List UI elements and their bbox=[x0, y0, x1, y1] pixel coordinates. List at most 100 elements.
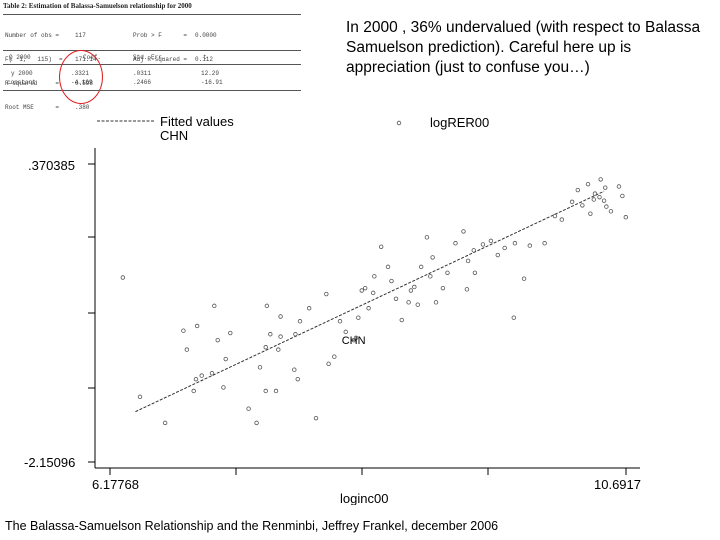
data-point bbox=[495, 252, 500, 258]
stats-right-values: 0.0000 0.112 bbox=[195, 16, 217, 80]
data-point bbox=[295, 376, 300, 382]
data-point bbox=[276, 347, 281, 352]
data-point bbox=[351, 337, 356, 343]
data-point bbox=[575, 187, 580, 193]
data-point bbox=[193, 376, 199, 382]
data-point bbox=[512, 241, 518, 246]
data-point bbox=[472, 270, 478, 275]
data-point bbox=[415, 302, 420, 307]
data-point bbox=[480, 242, 486, 247]
data-point bbox=[591, 197, 596, 202]
stat-value: 0.0000 bbox=[195, 32, 217, 39]
data-point bbox=[246, 406, 251, 411]
scatter-chart: Fitted values CHN logRER00 .370385 -2.15… bbox=[24, 114, 641, 505]
data-point bbox=[257, 365, 263, 370]
data-point bbox=[306, 306, 312, 311]
y-tick-label-top: .370385 bbox=[28, 158, 75, 173]
table-header-col3: t bbox=[203, 54, 207, 61]
table-row-constant-se: .2466 bbox=[133, 79, 152, 86]
annotation-text: In 2000 , 36% undervalued (with respect … bbox=[346, 19, 701, 76]
data-point bbox=[221, 385, 226, 390]
data-point bbox=[598, 177, 603, 182]
data-point bbox=[370, 290, 376, 296]
data-point bbox=[580, 203, 585, 208]
data-point bbox=[278, 314, 283, 319]
stat-value: 117 bbox=[75, 32, 86, 39]
data-point bbox=[608, 209, 614, 214]
data-point bbox=[378, 244, 384, 249]
x-axis-title: loginc00 bbox=[340, 491, 388, 505]
data-point bbox=[356, 315, 361, 320]
chart-legend: Fitted values CHN logRER00 bbox=[97, 114, 489, 143]
stat-label: Root MSE = bbox=[5, 104, 60, 111]
data-point bbox=[588, 211, 593, 216]
data-point bbox=[428, 274, 433, 279]
data-point bbox=[264, 303, 270, 309]
data-point bbox=[324, 291, 329, 297]
data-point bbox=[362, 285, 368, 291]
data-point bbox=[445, 270, 450, 275]
data-point bbox=[542, 241, 547, 246]
data-point bbox=[215, 337, 220, 343]
legend-fitted-label: Fitted values bbox=[160, 114, 234, 129]
data-point bbox=[585, 181, 591, 187]
data-point bbox=[418, 264, 424, 270]
data-point bbox=[278, 334, 283, 339]
data-point bbox=[326, 361, 331, 366]
data-point bbox=[228, 330, 233, 336]
data-point bbox=[569, 199, 575, 205]
stats-right-labels: Prob > F = Adj R-squared = bbox=[133, 16, 187, 80]
data-point bbox=[461, 229, 466, 234]
legend-marker-swatch bbox=[396, 120, 402, 126]
table-row-constant-name: constant bbox=[7, 79, 36, 86]
coefficient-highlight-ellipse bbox=[59, 50, 103, 104]
data-point bbox=[620, 193, 625, 199]
data-point bbox=[465, 258, 471, 264]
table-rule-bottom bbox=[3, 90, 301, 91]
data-point bbox=[406, 300, 411, 305]
y-tick-label-bottom: -2.15096 bbox=[24, 455, 75, 470]
data-point bbox=[502, 245, 507, 251]
data-point bbox=[353, 335, 359, 340]
table-row-constant-t: -16.91 bbox=[201, 79, 223, 86]
legend-series-label: logRER00 bbox=[430, 115, 489, 130]
data-point bbox=[527, 243, 532, 248]
data-point bbox=[623, 215, 629, 220]
stat-label: Number of obs = bbox=[5, 32, 60, 39]
data-point bbox=[268, 332, 273, 337]
data-point bbox=[453, 241, 458, 246]
data-point bbox=[464, 287, 470, 292]
stat-label: Adj R-squared = bbox=[133, 56, 188, 63]
data-point bbox=[433, 300, 439, 305]
data-point bbox=[424, 235, 430, 240]
data-point bbox=[181, 328, 186, 333]
data-point bbox=[191, 388, 196, 394]
data-point bbox=[263, 388, 268, 394]
table-row-y2000-se: .0311 bbox=[133, 70, 152, 77]
data-point bbox=[366, 306, 371, 311]
data-point bbox=[440, 285, 446, 291]
data-point bbox=[597, 194, 602, 200]
table-rule-header bbox=[3, 64, 301, 65]
data-point bbox=[184, 347, 190, 352]
table-rule-top bbox=[3, 14, 301, 15]
data-point bbox=[604, 204, 609, 209]
data-point bbox=[297, 319, 303, 324]
stat-label: F( 1, 115) = bbox=[5, 56, 63, 63]
table-row-y2000-name: y 2000 bbox=[11, 70, 33, 77]
data-point bbox=[399, 317, 404, 323]
data-point bbox=[412, 284, 417, 290]
data-point bbox=[430, 255, 435, 260]
data-point bbox=[343, 329, 348, 335]
stat-value: .380 bbox=[75, 104, 90, 111]
data-point bbox=[120, 275, 126, 280]
fitted-values-line bbox=[135, 190, 605, 413]
data-point bbox=[137, 394, 143, 400]
stat-label: Prob > F = bbox=[133, 32, 188, 39]
legend-chn-label: CHN bbox=[160, 128, 188, 143]
data-point bbox=[389, 278, 394, 284]
data-point bbox=[263, 345, 268, 350]
data-point bbox=[273, 388, 279, 394]
data-point bbox=[393, 296, 399, 301]
footer-citation: The Balassa-Samuelson Relationship and t… bbox=[5, 519, 499, 533]
